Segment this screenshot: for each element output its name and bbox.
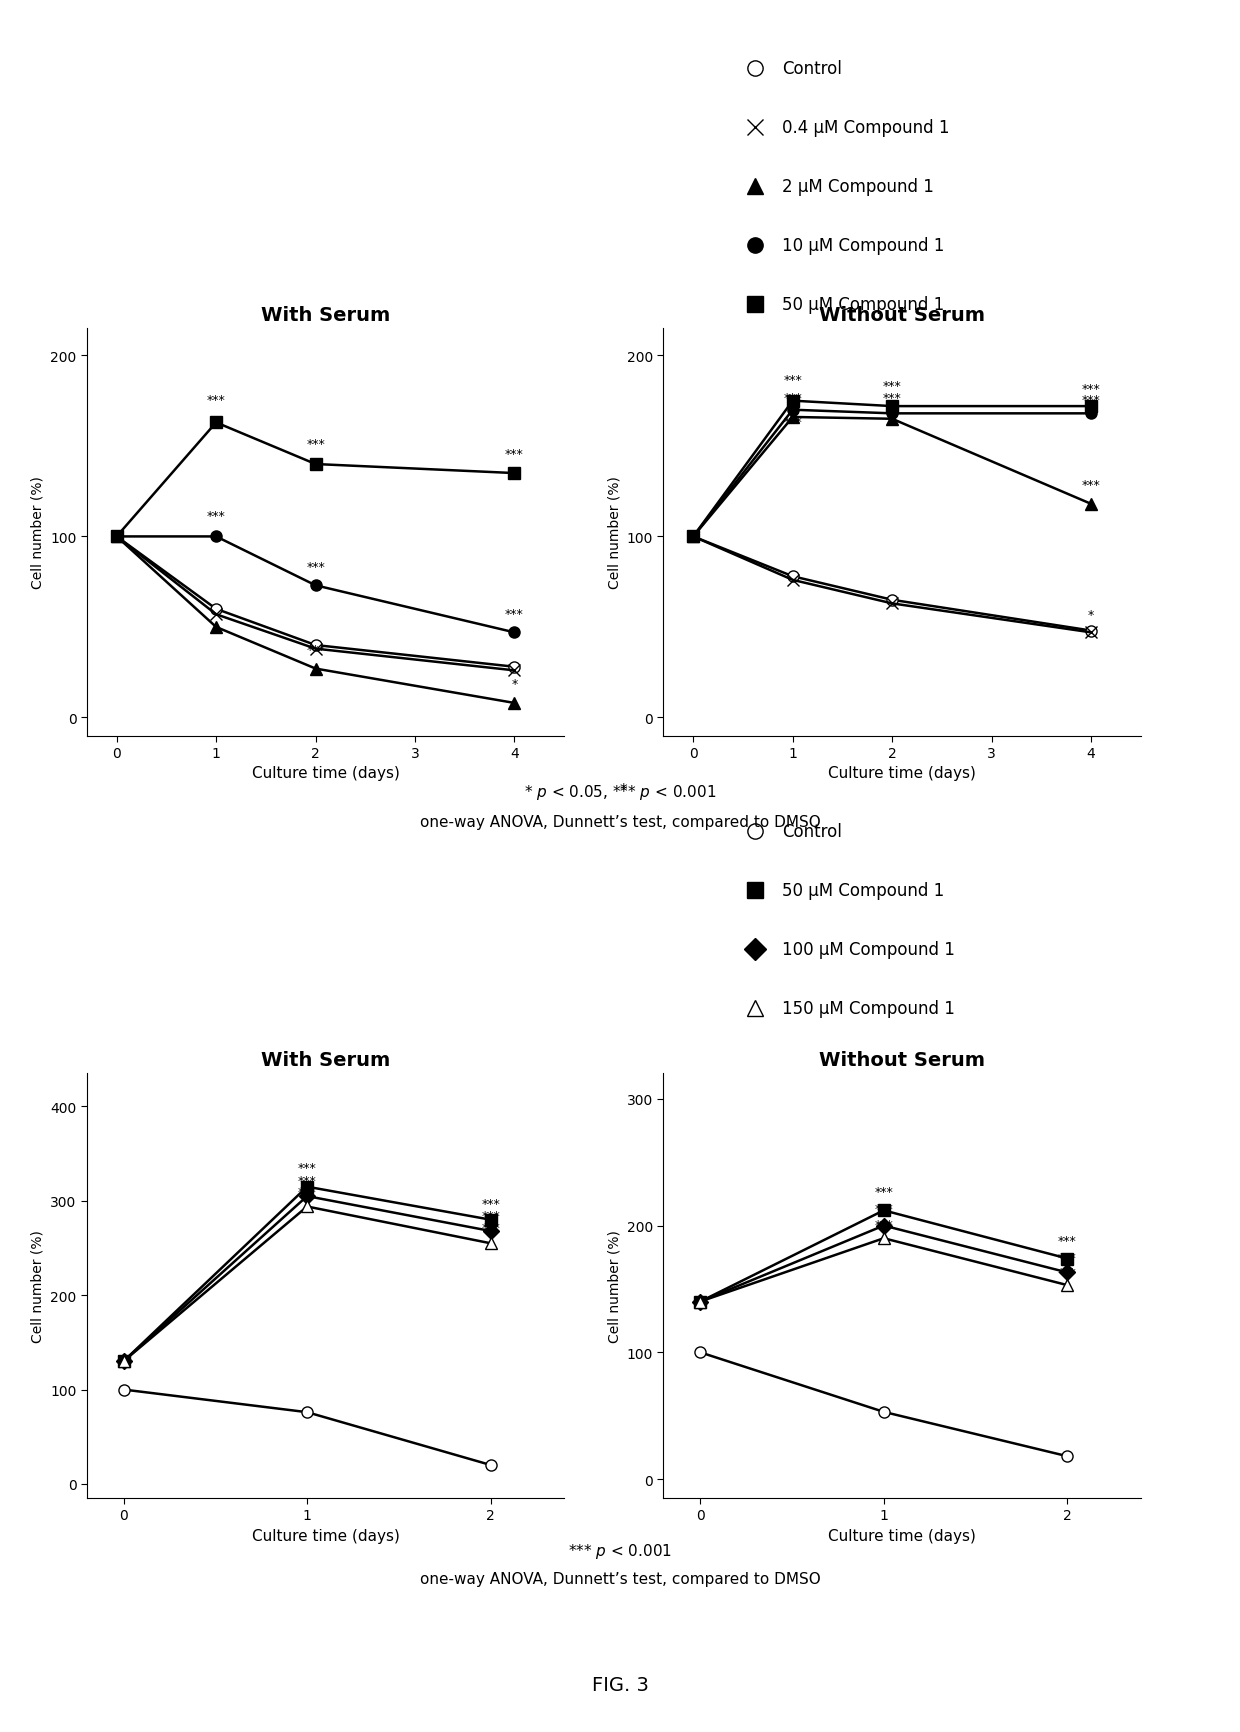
Text: ***: *** xyxy=(1058,1235,1076,1247)
Title: With Serum: With Serum xyxy=(260,1051,391,1069)
Y-axis label: Cell number (%): Cell number (%) xyxy=(608,1230,621,1342)
Text: ***: *** xyxy=(207,509,226,523)
X-axis label: Culture time (days): Culture time (days) xyxy=(252,766,399,781)
Text: 10 μM Compound 1: 10 μM Compound 1 xyxy=(782,237,945,255)
Text: 0.4 μM Compound 1: 0.4 μM Compound 1 xyxy=(782,120,950,137)
Text: ***: *** xyxy=(784,391,802,405)
Text: *** $p$ < 0.001: *** $p$ < 0.001 xyxy=(568,1541,672,1561)
X-axis label: Culture time (days): Culture time (days) xyxy=(828,766,976,781)
Text: 150 μM Compound 1: 150 μM Compound 1 xyxy=(782,999,955,1017)
Text: Control: Control xyxy=(782,823,842,840)
Text: 2 μM Compound 1: 2 μM Compound 1 xyxy=(782,178,934,196)
Text: 50 μM Compound 1: 50 μM Compound 1 xyxy=(782,296,945,313)
Text: ***: *** xyxy=(874,1185,893,1199)
Text: ***: *** xyxy=(883,391,901,405)
Text: 50 μM Compound 1: 50 μM Compound 1 xyxy=(782,882,945,899)
Title: Without Serum: Without Serum xyxy=(820,307,985,324)
Text: ***: *** xyxy=(306,436,325,450)
Text: ***: *** xyxy=(1081,393,1100,407)
Text: ***: *** xyxy=(1081,478,1100,492)
Text: ***: *** xyxy=(1058,1266,1076,1278)
Text: * $p$ < 0.05, *** $p$ < 0.001: * $p$ < 0.05, *** $p$ < 0.001 xyxy=(523,783,717,802)
Text: ***: *** xyxy=(1058,1251,1076,1264)
Y-axis label: Cell number (%): Cell number (%) xyxy=(31,476,45,589)
Text: ***: *** xyxy=(298,1162,316,1174)
Text: ***: *** xyxy=(784,416,802,428)
Text: Control: Control xyxy=(782,61,842,78)
Text: ***: *** xyxy=(298,1185,316,1199)
Text: 100 μM Compound 1: 100 μM Compound 1 xyxy=(782,940,955,958)
Text: *: * xyxy=(620,783,632,798)
Text: *: * xyxy=(1087,610,1094,622)
Text: ***: *** xyxy=(874,1218,893,1231)
Text: ***: *** xyxy=(481,1197,500,1211)
Text: ***: *** xyxy=(207,393,226,407)
Title: With Serum: With Serum xyxy=(260,307,391,324)
Text: FIG. 3: FIG. 3 xyxy=(591,1675,649,1694)
X-axis label: Culture time (days): Culture time (days) xyxy=(828,1528,976,1543)
Text: one-way ANOVA, Dunnett’s test, compared to DMSO: one-way ANOVA, Dunnett’s test, compared … xyxy=(419,814,821,830)
Y-axis label: Cell number (%): Cell number (%) xyxy=(608,476,621,589)
Text: ***: *** xyxy=(306,559,325,573)
Text: ***: *** xyxy=(505,608,523,620)
Title: Without Serum: Without Serum xyxy=(820,1051,985,1069)
Text: one-way ANOVA, Dunnett’s test, compared to DMSO: one-way ANOVA, Dunnett’s test, compared … xyxy=(419,1571,821,1587)
X-axis label: Culture time (days): Culture time (days) xyxy=(252,1528,399,1543)
Text: ***: *** xyxy=(481,1209,500,1221)
Text: ***: *** xyxy=(784,374,802,386)
Y-axis label: Cell number (%): Cell number (%) xyxy=(31,1230,45,1342)
Text: ***: *** xyxy=(505,449,523,461)
Text: ***: *** xyxy=(874,1202,893,1216)
Text: ***: *** xyxy=(883,379,901,393)
Text: ***: *** xyxy=(306,644,325,656)
Text: ***: *** xyxy=(1081,383,1100,397)
Text: ***: *** xyxy=(298,1174,316,1186)
Text: *: * xyxy=(511,677,517,691)
Text: ***: *** xyxy=(481,1221,500,1235)
